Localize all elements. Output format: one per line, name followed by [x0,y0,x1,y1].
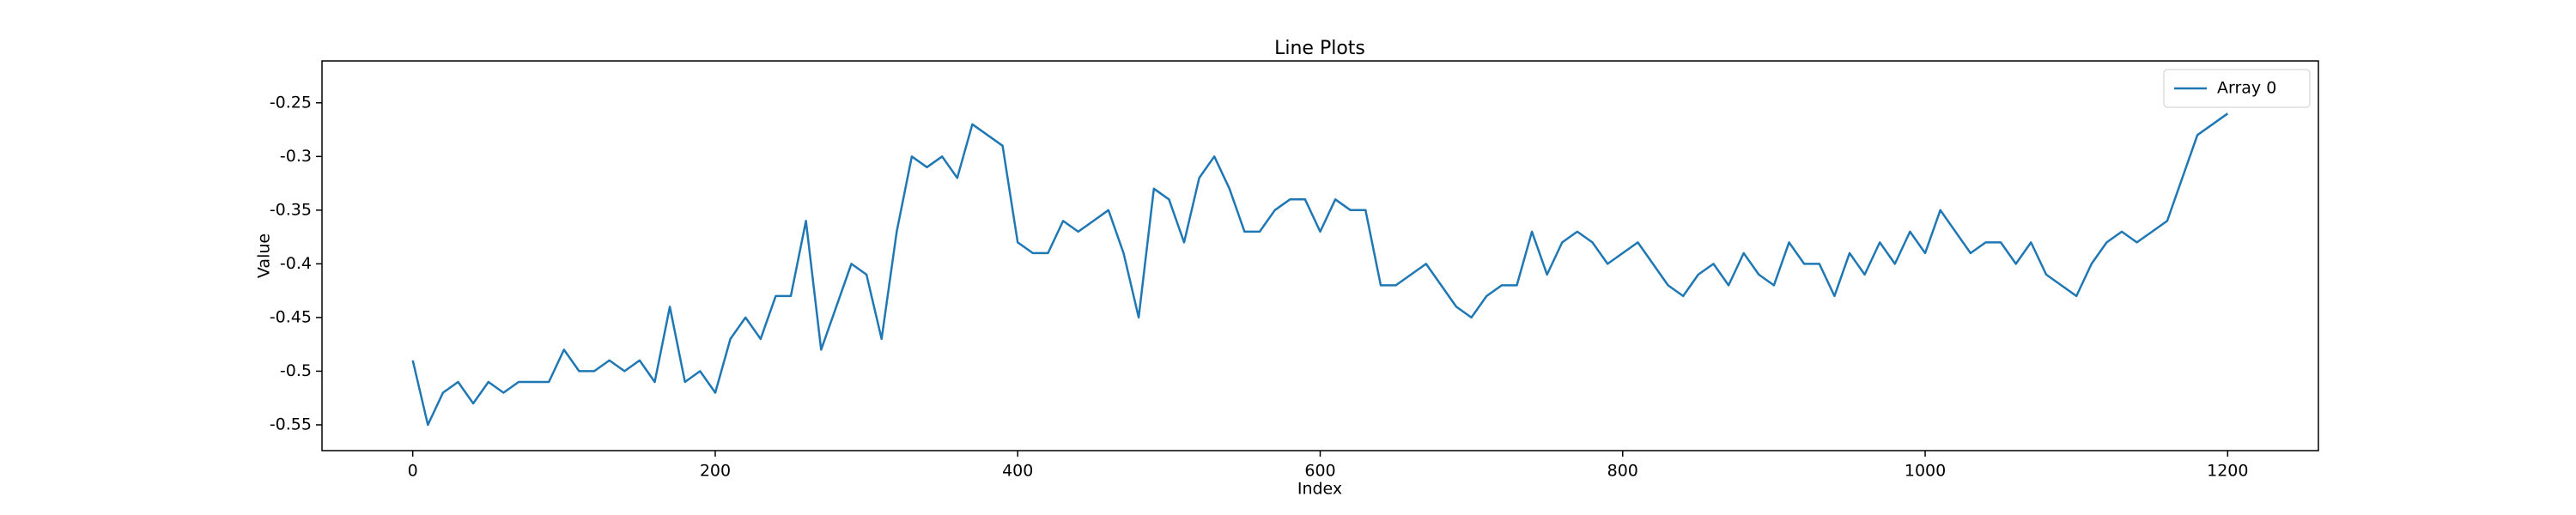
data-line [411,112,2229,427]
y-tick-label: -0.5 [280,361,312,380]
x-tick-label: 200 [700,462,731,481]
plot-frame [321,60,2319,451]
x-tick-label: 1000 [1905,462,1946,481]
x-axis-label: Index [1297,480,1342,499]
y-axis-label: Value [255,233,274,278]
y-tick-label: -0.3 [280,147,312,166]
y-tick-label: -0.55 [270,415,312,433]
x-tick-label: 1200 [2207,462,2248,481]
legend-label: Array 0 [2217,79,2276,98]
x-tick-label: 0 [408,462,418,481]
y-tick-label: -0.4 [280,254,312,273]
legend-box [2163,69,2311,108]
x-tick-label: 800 [1607,462,1638,481]
y-tick-label: -0.45 [270,307,312,326]
chart-title: Line Plots [1274,38,1365,59]
y-tick-label: -0.35 [270,200,312,219]
x-tick-label: 600 [1304,462,1335,481]
x-tick-label: 400 [1002,462,1033,481]
y-tick-label: -0.25 [270,93,312,112]
